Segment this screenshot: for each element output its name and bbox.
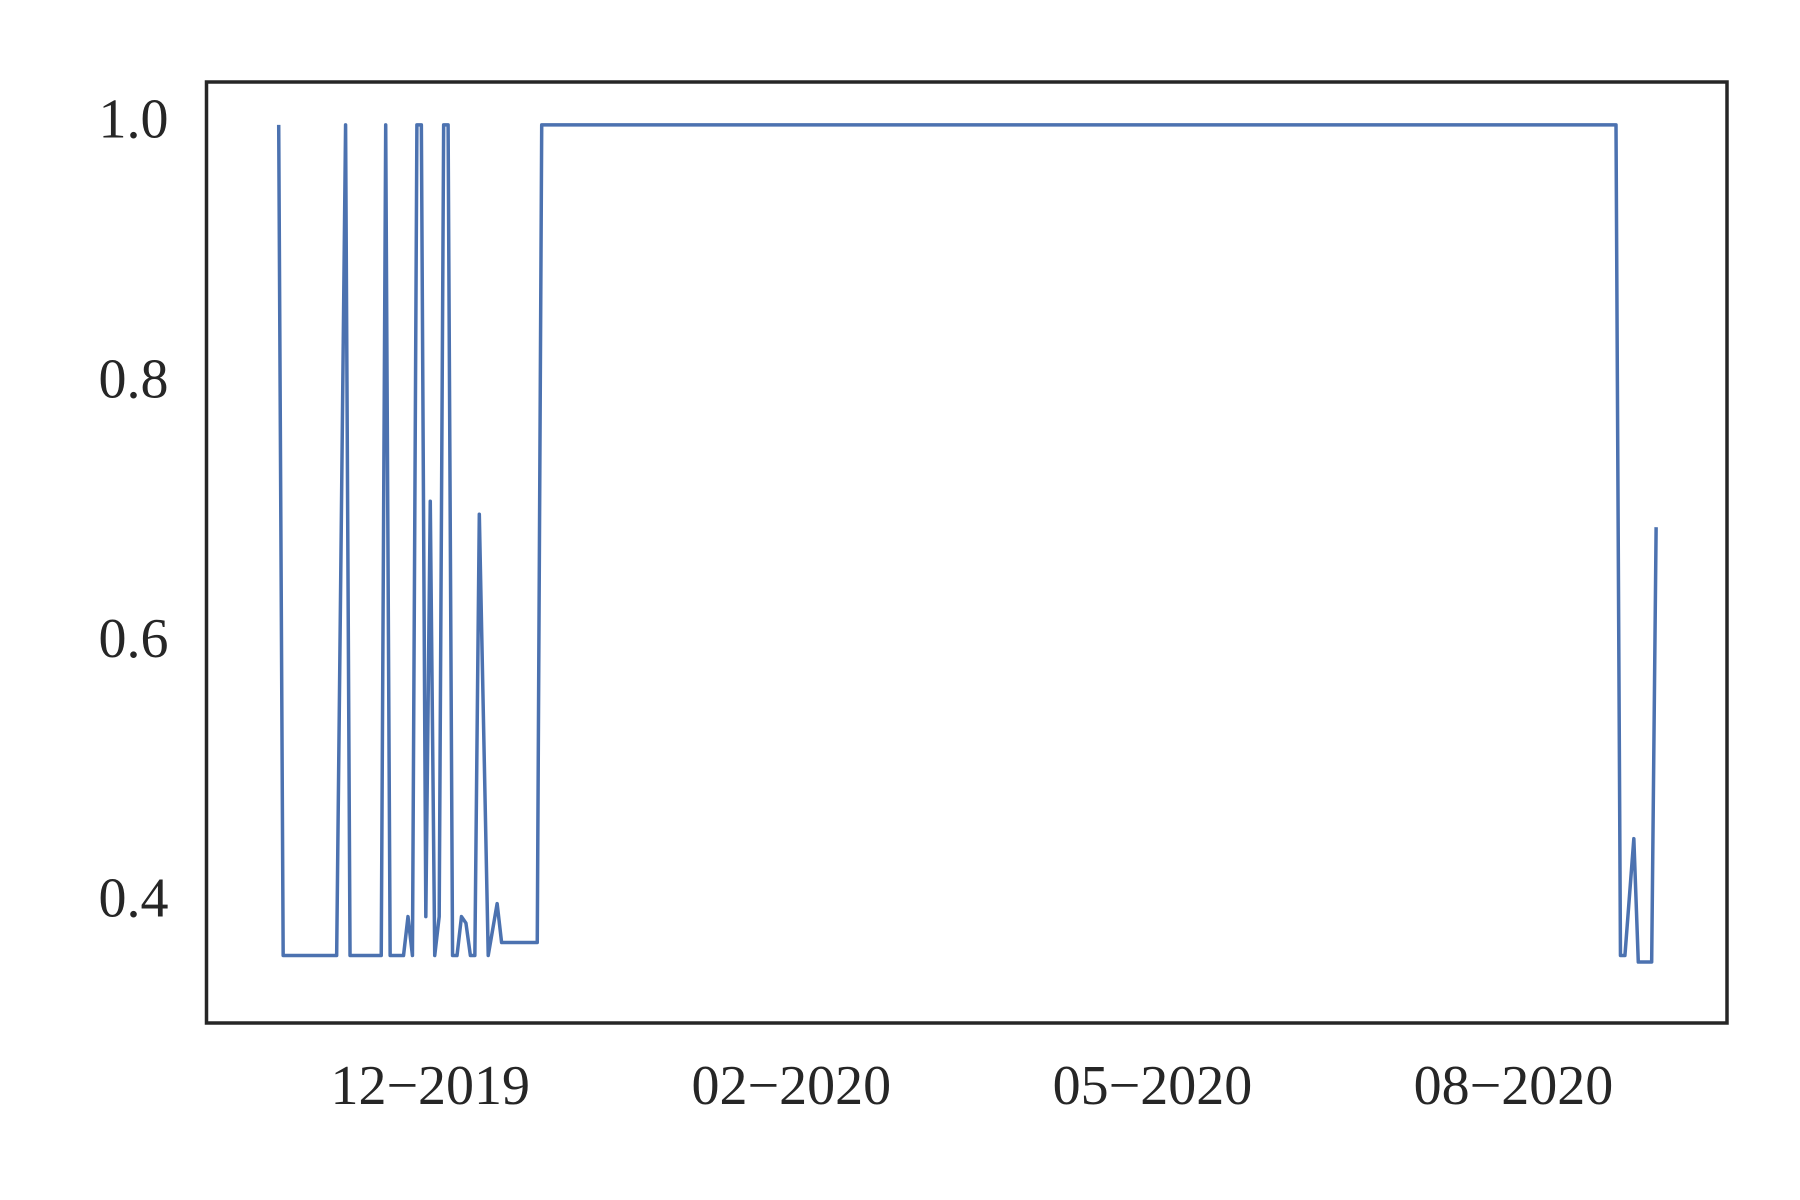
y-tick-label: 0.6	[99, 608, 169, 670]
x-tick-label: 08−2020	[1414, 1055, 1614, 1117]
plot-frame	[204, 80, 1729, 1025]
x-tick-label: 02−2020	[692, 1055, 892, 1117]
x-tick-label: 05−2020	[1053, 1055, 1253, 1117]
y-tick-label: 0.4	[99, 867, 169, 929]
line	[276, 123, 1658, 964]
x-tick-label: 12−2019	[330, 1055, 530, 1117]
y-tick-label: 1.0	[99, 89, 169, 151]
y-tick-label: 0.8	[99, 348, 169, 410]
